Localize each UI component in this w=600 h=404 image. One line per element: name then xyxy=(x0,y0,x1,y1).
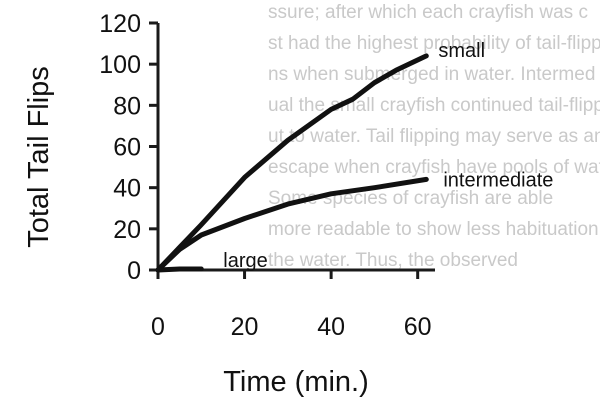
series-label-small: small xyxy=(438,40,485,62)
y-axis-title: Total Tail Flips xyxy=(23,66,55,248)
background-text-line: ut to water. Tail flipping may serve as … xyxy=(268,126,600,147)
x-tick-label: 40 xyxy=(317,313,345,341)
series-line-large xyxy=(155,266,204,273)
y-tick-label: 0 xyxy=(127,257,141,285)
y-tick-label: 40 xyxy=(113,175,141,203)
background-text-line: ns when submerged in water. Intermed xyxy=(268,64,595,85)
y-tick-label: 20 xyxy=(113,216,141,244)
background-text-line: the water. Thus, the observed xyxy=(268,250,518,271)
y-tick-label: 120 xyxy=(99,10,141,38)
x-tick-label: 20 xyxy=(231,313,259,341)
background-paragraph: ssure; after which each crayfish was c st… xyxy=(268,2,600,271)
x-axis-title: Time (min.) xyxy=(223,366,369,398)
series-labels: small intermediate large xyxy=(223,40,553,272)
y-tick-label: 60 xyxy=(113,134,141,162)
series-line-small xyxy=(155,53,429,273)
y-tick-label: 80 xyxy=(113,92,141,120)
background-text-line: ssure; after which each crayfish was c xyxy=(268,2,588,23)
series-lines xyxy=(155,53,429,273)
background-text-line: escape when crayfish have pools of water xyxy=(268,157,600,178)
x-tick-label: 60 xyxy=(404,313,432,341)
background-text-line: more readable to show less habituation o xyxy=(268,219,600,240)
ticks: 0 20 40 60 80 100 120 0 20 40 60 xyxy=(99,10,431,341)
series-line-intermediate xyxy=(155,176,429,273)
background-text-line: st had the highest probability of tail-f… xyxy=(268,33,600,54)
background-text-line: ual the small crayfish continued tail-fl… xyxy=(268,95,600,116)
x-tick-label: 0 xyxy=(151,313,165,341)
y-tick-label: 100 xyxy=(99,51,141,79)
series-label-intermediate: intermediate xyxy=(443,169,553,191)
series-label-large: large xyxy=(223,250,267,272)
